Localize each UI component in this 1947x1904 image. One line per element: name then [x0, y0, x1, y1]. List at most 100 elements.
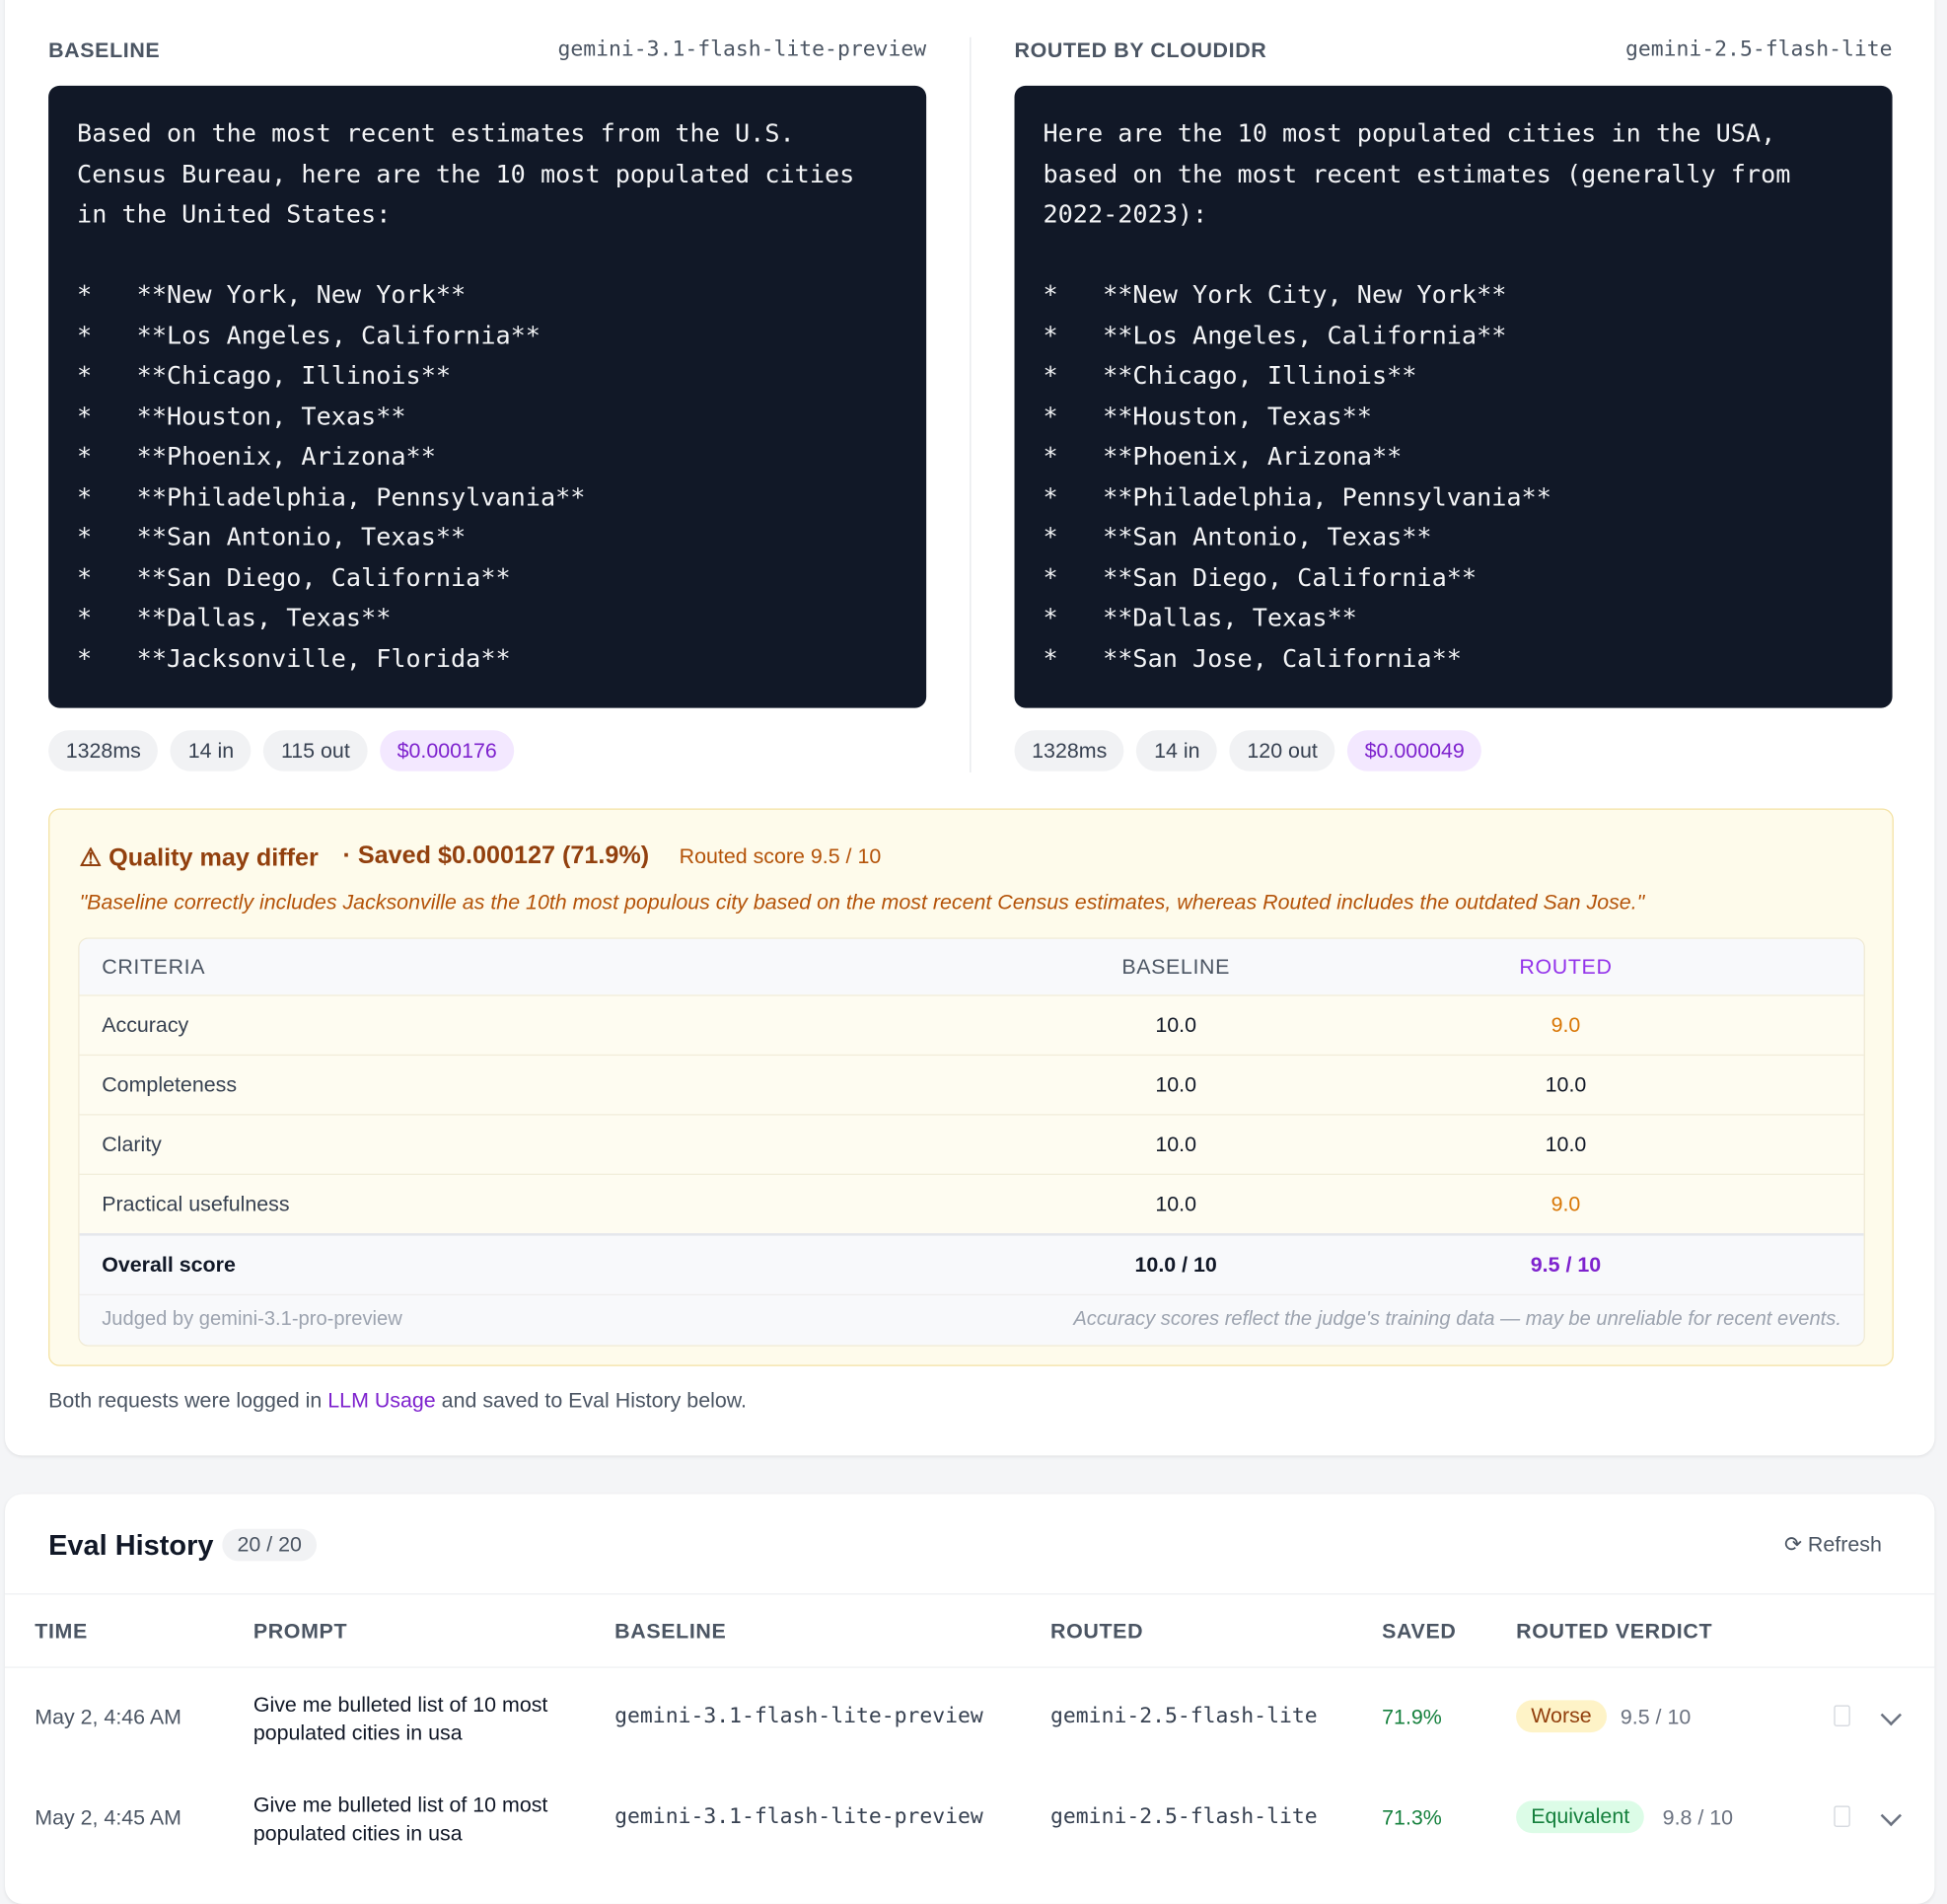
history-card: Eval History 20 / 20 ⟳ Refresh TIME PROMP… — [5, 1494, 1935, 1904]
stat-pill: 14 in — [1136, 730, 1218, 771]
saved: 71.9% — [1382, 1705, 1442, 1729]
score: 9.8 / 10 — [1662, 1805, 1734, 1830]
delete-button[interactable] — [1834, 1805, 1850, 1827]
time: May 2, 4:46 AM — [35, 1705, 181, 1729]
model-name: gemini-3.1-flash-lite-preview — [557, 37, 927, 62]
verdict-badge: Equivalent — [1516, 1800, 1645, 1834]
cell: Completeness — [102, 1072, 238, 1096]
title-text: Quality may differ — [108, 844, 319, 872]
response-item: * **Chicago, Illinois** — [77, 360, 452, 391]
refresh-button[interactable]: ⟳ Refresh — [1784, 1532, 1882, 1557]
response-item: * **New York, New York** — [77, 279, 467, 310]
response-item: * **San Diego, California** — [1043, 561, 1478, 592]
cell: 10.0 — [1155, 1132, 1197, 1156]
cell: Clarity — [102, 1132, 162, 1156]
separator — [5, 1593, 1935, 1595]
judge: Judged by gemini-3.1-pro-preview — [102, 1308, 402, 1331]
response-item: * **Houston, Texas** — [77, 400, 406, 431]
expand-button[interactable] — [1880, 1704, 1902, 1726]
response-item: * **Dallas, Texas** — [1043, 602, 1357, 632]
response-item: * **Dallas, Texas** — [77, 602, 392, 632]
note: Accuracy scores reflect the judge's trai… — [1073, 1308, 1841, 1331]
time: May 2, 4:45 AM — [35, 1805, 181, 1830]
quality-box: ⚠ Quality may differ · Saved $0.000127 (… — [48, 808, 1894, 1366]
count-badge: 20 / 20 — [222, 1528, 318, 1562]
reason: "Baseline correctly includes Jacksonvill… — [79, 890, 1645, 915]
cell: Practical usefulness — [102, 1191, 290, 1215]
stat-pill: 1328ms — [48, 730, 159, 771]
overall-row: Overall score 10.0 / 10 9.5 / 10 — [79, 1233, 1864, 1294]
response-item: * **Los Angeles, California** — [1043, 320, 1507, 350]
criteria-row: Completeness 10.0 10.0 — [79, 1054, 1864, 1115]
cell: Overall score — [102, 1252, 236, 1277]
stat-pill: 120 out — [1229, 730, 1335, 771]
response-item: * **San Antonio, Texas** — [1043, 521, 1432, 551]
response-item: * **Los Angeles, California** — [77, 320, 541, 350]
cell: 9.0 — [1550, 1191, 1581, 1215]
prompt: Give me bulleted list of 10 most populat… — [252, 1692, 548, 1745]
response-item: * **San Antonio, Texas** — [77, 521, 467, 551]
routed-score: Routed score 9.5 / 10 — [679, 844, 882, 868]
response-intro: Here are the 10 most populated cities in… — [1043, 117, 1806, 229]
response-intro: Based on the most recent estimates from … — [77, 117, 870, 229]
cost-pill: $0.000176 — [380, 730, 515, 771]
response-item: * **San Jose, California** — [1043, 642, 1462, 673]
llm-usage-link[interactable]: LLM Usage — [327, 1388, 436, 1413]
separator — [5, 1666, 1935, 1668]
criteria-row: Accuracy 10.0 9.0 — [79, 994, 1864, 1055]
refresh-label: Refresh — [1807, 1532, 1882, 1557]
cell: 10.0 — [1155, 1191, 1197, 1215]
divider — [970, 37, 972, 773]
column-header: ROUTED VERDICT — [1516, 1619, 1713, 1644]
column-header: TIME — [35, 1619, 88, 1644]
text: and saved to Eval History below. — [441, 1388, 747, 1413]
column-header: SAVED — [1382, 1619, 1457, 1644]
model-name: gemini-2.5-flash-lite — [1624, 37, 1893, 62]
criteria-row: Practical usefulness 10.0 9.0 — [79, 1173, 1864, 1234]
delete-button[interactable] — [1834, 1705, 1850, 1726]
response-item: * **Philadelphia, Pennsylvania** — [77, 480, 586, 512]
expand-button[interactable] — [1880, 1804, 1902, 1827]
response-item: * **New York City, New York** — [1043, 279, 1507, 310]
column-header: ROUTED — [1050, 1619, 1144, 1644]
cell: 9.0 — [1550, 1012, 1581, 1037]
header-cell: BASELINE — [1121, 954, 1231, 979]
stat-pill: 1328ms — [1014, 730, 1124, 771]
criteria-row: Clarity 10.0 10.0 — [79, 1114, 1864, 1174]
response-item: * **Philadelphia, Pennsylvania** — [1043, 480, 1551, 512]
score-table: CRITERIA BASELINE ROUTED Accuracy 10.0 9.0 Com… — [78, 937, 1865, 1347]
cell: 10.0 — [1545, 1072, 1587, 1096]
cell: 9.5 / 10 — [1530, 1252, 1602, 1277]
response-box: Based on the most recent estimates from … — [48, 85, 927, 708]
routed-model: gemini-2.5-flash-lite — [1050, 1804, 1318, 1830]
stat-pill: 14 in — [171, 730, 252, 771]
cost-pill: $0.000049 — [1347, 730, 1482, 771]
panel-label: BASELINE — [48, 38, 161, 62]
routed-model: gemini-2.5-flash-lite — [1050, 1704, 1318, 1729]
panel-label: ROUTED BY CLOUDIDR — [1014, 38, 1267, 62]
baseline-model: gemini-3.1-flash-lite-preview — [614, 1704, 983, 1729]
stats: 1328ms 14 in 120 out $0.000049 — [1014, 730, 1482, 771]
history-title: Eval History — [48, 1528, 214, 1562]
response-item: * **Chicago, Illinois** — [1043, 360, 1417, 391]
cell: 10.0 — [1155, 1072, 1197, 1096]
header-cell: ROUTED — [1519, 954, 1613, 979]
stat-pill: 115 out — [263, 730, 368, 771]
column-header: BASELINE — [614, 1619, 727, 1644]
response-item: * **Phoenix, Arizona** — [77, 440, 436, 472]
prompt: Give me bulleted list of 10 most populat… — [252, 1793, 548, 1846]
baseline-model: gemini-3.1-flash-lite-preview — [614, 1804, 983, 1830]
cell: 10.0 — [1155, 1012, 1197, 1037]
cell: 10.0 / 10 — [1134, 1252, 1217, 1277]
judge-row: Judged by gemini-3.1-pro-preview Accuracy… — [79, 1293, 1864, 1346]
saved-text: · Saved $0.000127 (71.9%) — [342, 842, 650, 870]
text: Both requests were logged in — [48, 1388, 323, 1413]
response-item: * **Jacksonville, Florida** — [77, 642, 511, 673]
cell: Accuracy — [102, 1012, 189, 1037]
response-item: * **Houston, Texas** — [1043, 400, 1372, 431]
score: 9.5 / 10 — [1620, 1705, 1692, 1729]
quality-title: ⚠ Quality may differ — [79, 844, 319, 872]
cell: 10.0 — [1545, 1132, 1587, 1156]
column-header: PROMPT — [252, 1619, 348, 1644]
